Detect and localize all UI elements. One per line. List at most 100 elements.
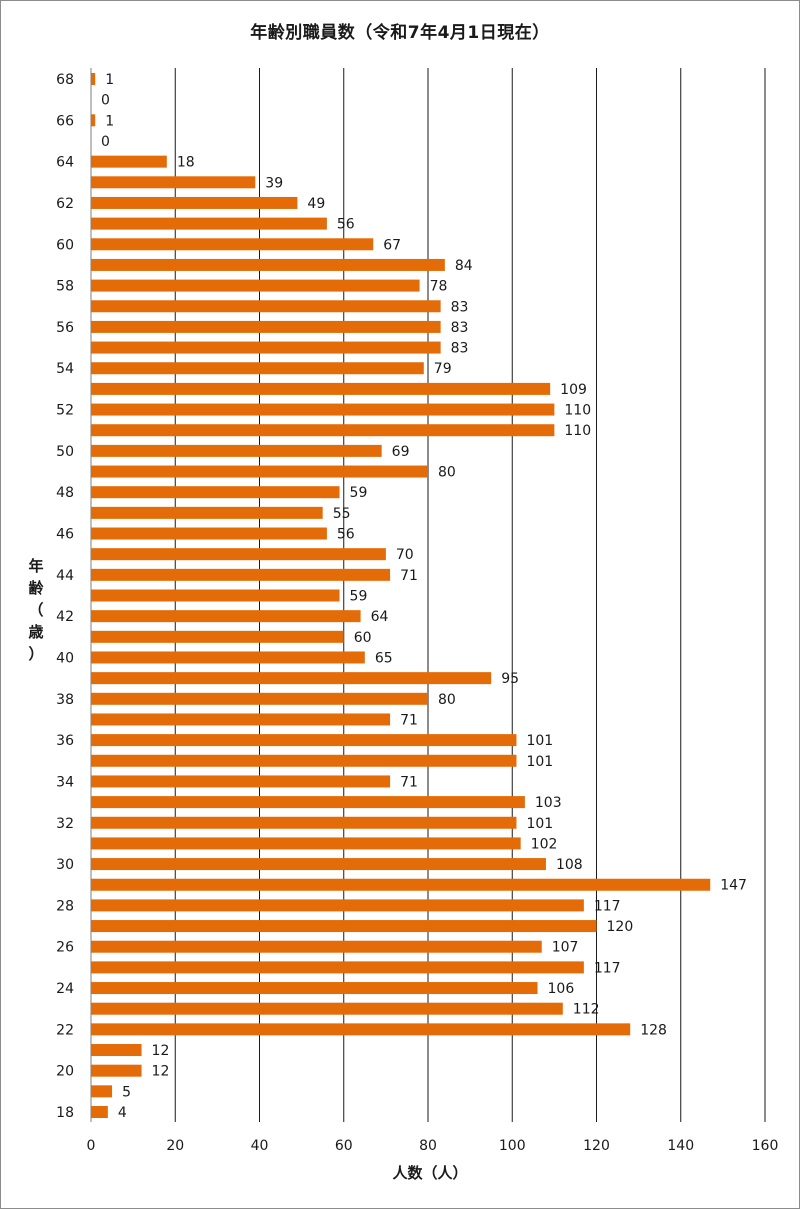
- y-tick-62: 62: [56, 196, 74, 212]
- y-tick-20: 20: [56, 1064, 74, 1080]
- y-tick-26: 26: [56, 940, 74, 956]
- chart-title: 年齢別職員数（令和7年4月1日現在）: [250, 23, 550, 43]
- x-tick-100: 100: [499, 1138, 526, 1154]
- bar-age-57: [91, 300, 441, 313]
- y-axis-label-char: ）: [28, 645, 44, 663]
- data-label-age-21: 12: [152, 1043, 170, 1059]
- bar-age-37: [91, 713, 391, 726]
- data-label-age-68: 1: [105, 72, 114, 88]
- y-axis-label-char: 年: [28, 557, 44, 575]
- bar-age-68: [91, 73, 96, 85]
- bar-age-32: [91, 816, 517, 829]
- bar-age-40: [91, 651, 365, 664]
- y-tick-40: 40: [56, 650, 74, 666]
- y-tick-68: 68: [56, 72, 74, 88]
- y-tick-48: 48: [56, 485, 74, 501]
- bar-age-64: [91, 155, 167, 168]
- y-tick-labels: 68 66 64 62 60 58 56 54 52 50 48 46 44 42 40 38 36 34 32 30…: [56, 72, 74, 1121]
- data-label-age-31: 102: [531, 836, 558, 852]
- bar-age-38: [91, 692, 428, 705]
- y-axis-label-char: 歳: [28, 623, 44, 641]
- bar-series: [91, 73, 711, 1118]
- x-tick-40: 40: [251, 1138, 269, 1154]
- y-tick-52: 52: [56, 403, 74, 419]
- data-label-age-47: 55: [333, 506, 351, 522]
- bar-age-24: [91, 982, 538, 995]
- x-tick-160: 160: [752, 1138, 779, 1154]
- bar-age-23: [91, 1002, 563, 1015]
- y-tick-32: 32: [56, 816, 74, 832]
- data-label-age-30: 108: [556, 857, 583, 873]
- data-label-age-28: 117: [594, 898, 621, 914]
- data-label-age-29: 147: [720, 878, 747, 894]
- bar-age-29: [91, 878, 711, 891]
- bar-age-51: [91, 424, 555, 437]
- data-label-age-36: 101: [526, 733, 553, 749]
- bar-age-35: [91, 754, 517, 767]
- data-label-age-26: 107: [552, 940, 579, 956]
- bar-age-52: [91, 403, 555, 416]
- data-label-age-22: 128: [640, 1022, 667, 1038]
- bar-age-56: [91, 320, 441, 333]
- bar-age-33: [91, 796, 525, 809]
- bar-age-46: [91, 527, 327, 540]
- bar-age-60: [91, 238, 374, 251]
- data-label-age-63: 39: [265, 175, 283, 191]
- bar-age-36: [91, 734, 517, 747]
- data-label-age-56: 83: [451, 320, 469, 336]
- data-label-age-25: 117: [594, 960, 621, 976]
- data-label-age-60: 67: [383, 237, 401, 253]
- data-label-age-61: 56: [337, 217, 355, 233]
- data-label-age-32: 101: [526, 816, 553, 832]
- data-label-age-55: 83: [451, 341, 469, 357]
- y-tick-66: 66: [56, 113, 74, 129]
- data-label-age-48: 59: [350, 485, 368, 501]
- data-label-age-49: 80: [438, 465, 456, 481]
- bar-age-26: [91, 940, 542, 953]
- bar-age-50: [91, 444, 382, 457]
- x-tick-0: 0: [87, 1138, 96, 1154]
- bar-age-18: [91, 1106, 108, 1118]
- data-label-age-66: 1: [105, 113, 114, 129]
- bar-age-42: [91, 610, 361, 623]
- x-axis-label: 人数（人）: [392, 1164, 468, 1182]
- bar-age-63: [91, 176, 256, 189]
- bar-age-53: [91, 382, 551, 395]
- data-label-age-38: 80: [438, 692, 456, 708]
- data-label-age-51: 110: [564, 423, 591, 439]
- bar-age-27: [91, 920, 597, 933]
- bar-age-39: [91, 672, 492, 685]
- data-label-age-45: 70: [396, 547, 414, 563]
- y-tick-24: 24: [56, 981, 74, 997]
- bar-age-30: [91, 858, 546, 871]
- data-label-age-39: 95: [501, 671, 519, 687]
- bar-age-49: [91, 465, 428, 478]
- y-tick-36: 36: [56, 733, 74, 749]
- data-label-age-58: 78: [430, 279, 448, 295]
- data-label-age-40: 65: [375, 650, 393, 666]
- data-label-age-54: 79: [434, 361, 452, 377]
- y-axis-label: 年齢 （ 歳 ）: [24, 555, 48, 665]
- data-label-age-44: 71: [400, 568, 418, 584]
- data-label-age-59: 84: [455, 258, 473, 274]
- data-label-age-67: 0: [101, 93, 110, 109]
- bar-age-43: [91, 589, 340, 602]
- y-tick-50: 50: [56, 444, 74, 460]
- y-tick-28: 28: [56, 898, 74, 914]
- data-label-age-35: 101: [526, 754, 553, 770]
- x-tick-labels: 0 20 40 60 80 100 120 140 160: [87, 1138, 779, 1154]
- bar-age-59: [91, 258, 445, 271]
- data-label-age-19: 5: [122, 1084, 131, 1100]
- x-tick-60: 60: [335, 1138, 353, 1154]
- y-tick-54: 54: [56, 361, 74, 377]
- x-tick-120: 120: [583, 1138, 610, 1154]
- bar-age-54: [91, 362, 424, 375]
- data-label-age-24: 106: [548, 981, 575, 997]
- y-axis-label-char: （: [28, 601, 44, 619]
- bar-age-21: [91, 1044, 142, 1057]
- bar-age-20: [91, 1064, 142, 1077]
- x-tick-140: 140: [667, 1138, 694, 1154]
- bar-age-62: [91, 196, 298, 209]
- data-label-age-42: 64: [371, 609, 389, 625]
